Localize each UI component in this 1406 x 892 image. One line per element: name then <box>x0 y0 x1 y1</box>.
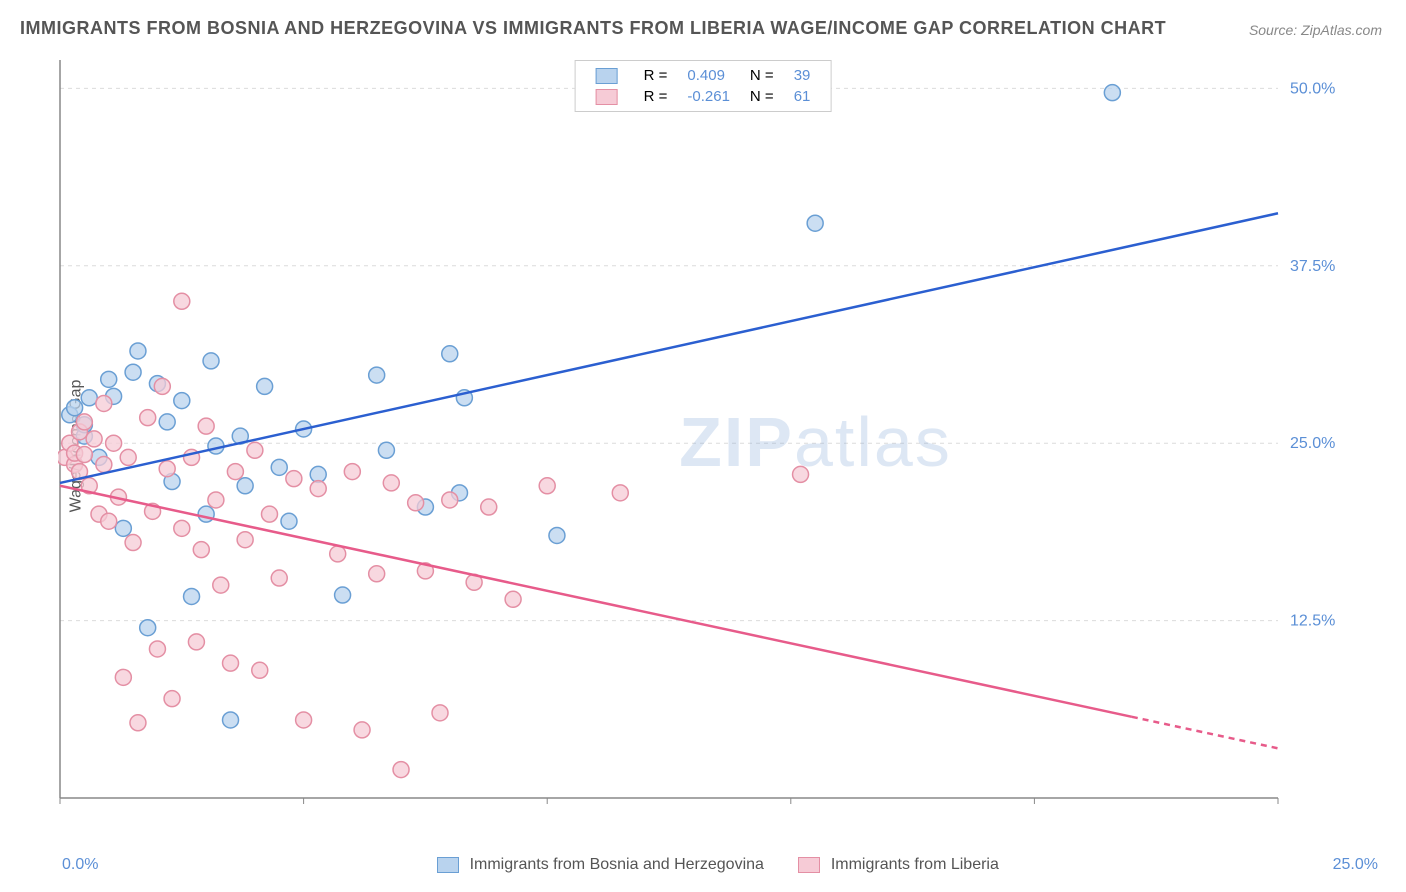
series1-name: Immigrants from Bosnia and Herzegovina <box>470 856 764 873</box>
r-value-1: 0.409 <box>677 65 740 86</box>
r-label-2: R = <box>634 86 678 107</box>
n-value-2: 61 <box>784 86 821 107</box>
swatch-bottom-1 <box>437 857 459 873</box>
chart-container: IMMIGRANTS FROM BOSNIA AND HERZEGOVINA V… <box>0 0 1406 892</box>
r-label-1: R = <box>634 65 678 86</box>
svg-text:37.5%: 37.5% <box>1290 258 1335 275</box>
legend-series: Immigrants from Bosnia and Herzegovina I… <box>0 856 1406 874</box>
swatch-series2 <box>596 89 618 105</box>
n-value-1: 39 <box>784 65 821 86</box>
svg-text:25.0%: 25.0% <box>1290 435 1335 452</box>
n-label-1: N = <box>740 65 784 86</box>
chart-title: IMMIGRANTS FROM BOSNIA AND HERZEGOVINA V… <box>20 18 1166 39</box>
source-label: Source: ZipAtlas.com <box>1249 22 1382 38</box>
swatch-series1 <box>596 68 618 84</box>
n-label-2: N = <box>740 86 784 107</box>
plot-svg: 12.5% 25.0% 37.5% 50.0% <box>58 58 1348 828</box>
legend-correlation: R = 0.409 N = 39 R = -0.261 N = 61 <box>575 60 832 112</box>
svg-text:12.5%: 12.5% <box>1290 613 1335 630</box>
swatch-bottom-2 <box>798 857 820 873</box>
r-value-2: -0.261 <box>677 86 740 107</box>
legend-row-series2: R = -0.261 N = 61 <box>586 86 821 107</box>
series2-name: Immigrants from Liberia <box>831 856 999 873</box>
svg-text:50.0%: 50.0% <box>1290 80 1335 97</box>
legend-row-series1: R = 0.409 N = 39 <box>586 65 821 86</box>
